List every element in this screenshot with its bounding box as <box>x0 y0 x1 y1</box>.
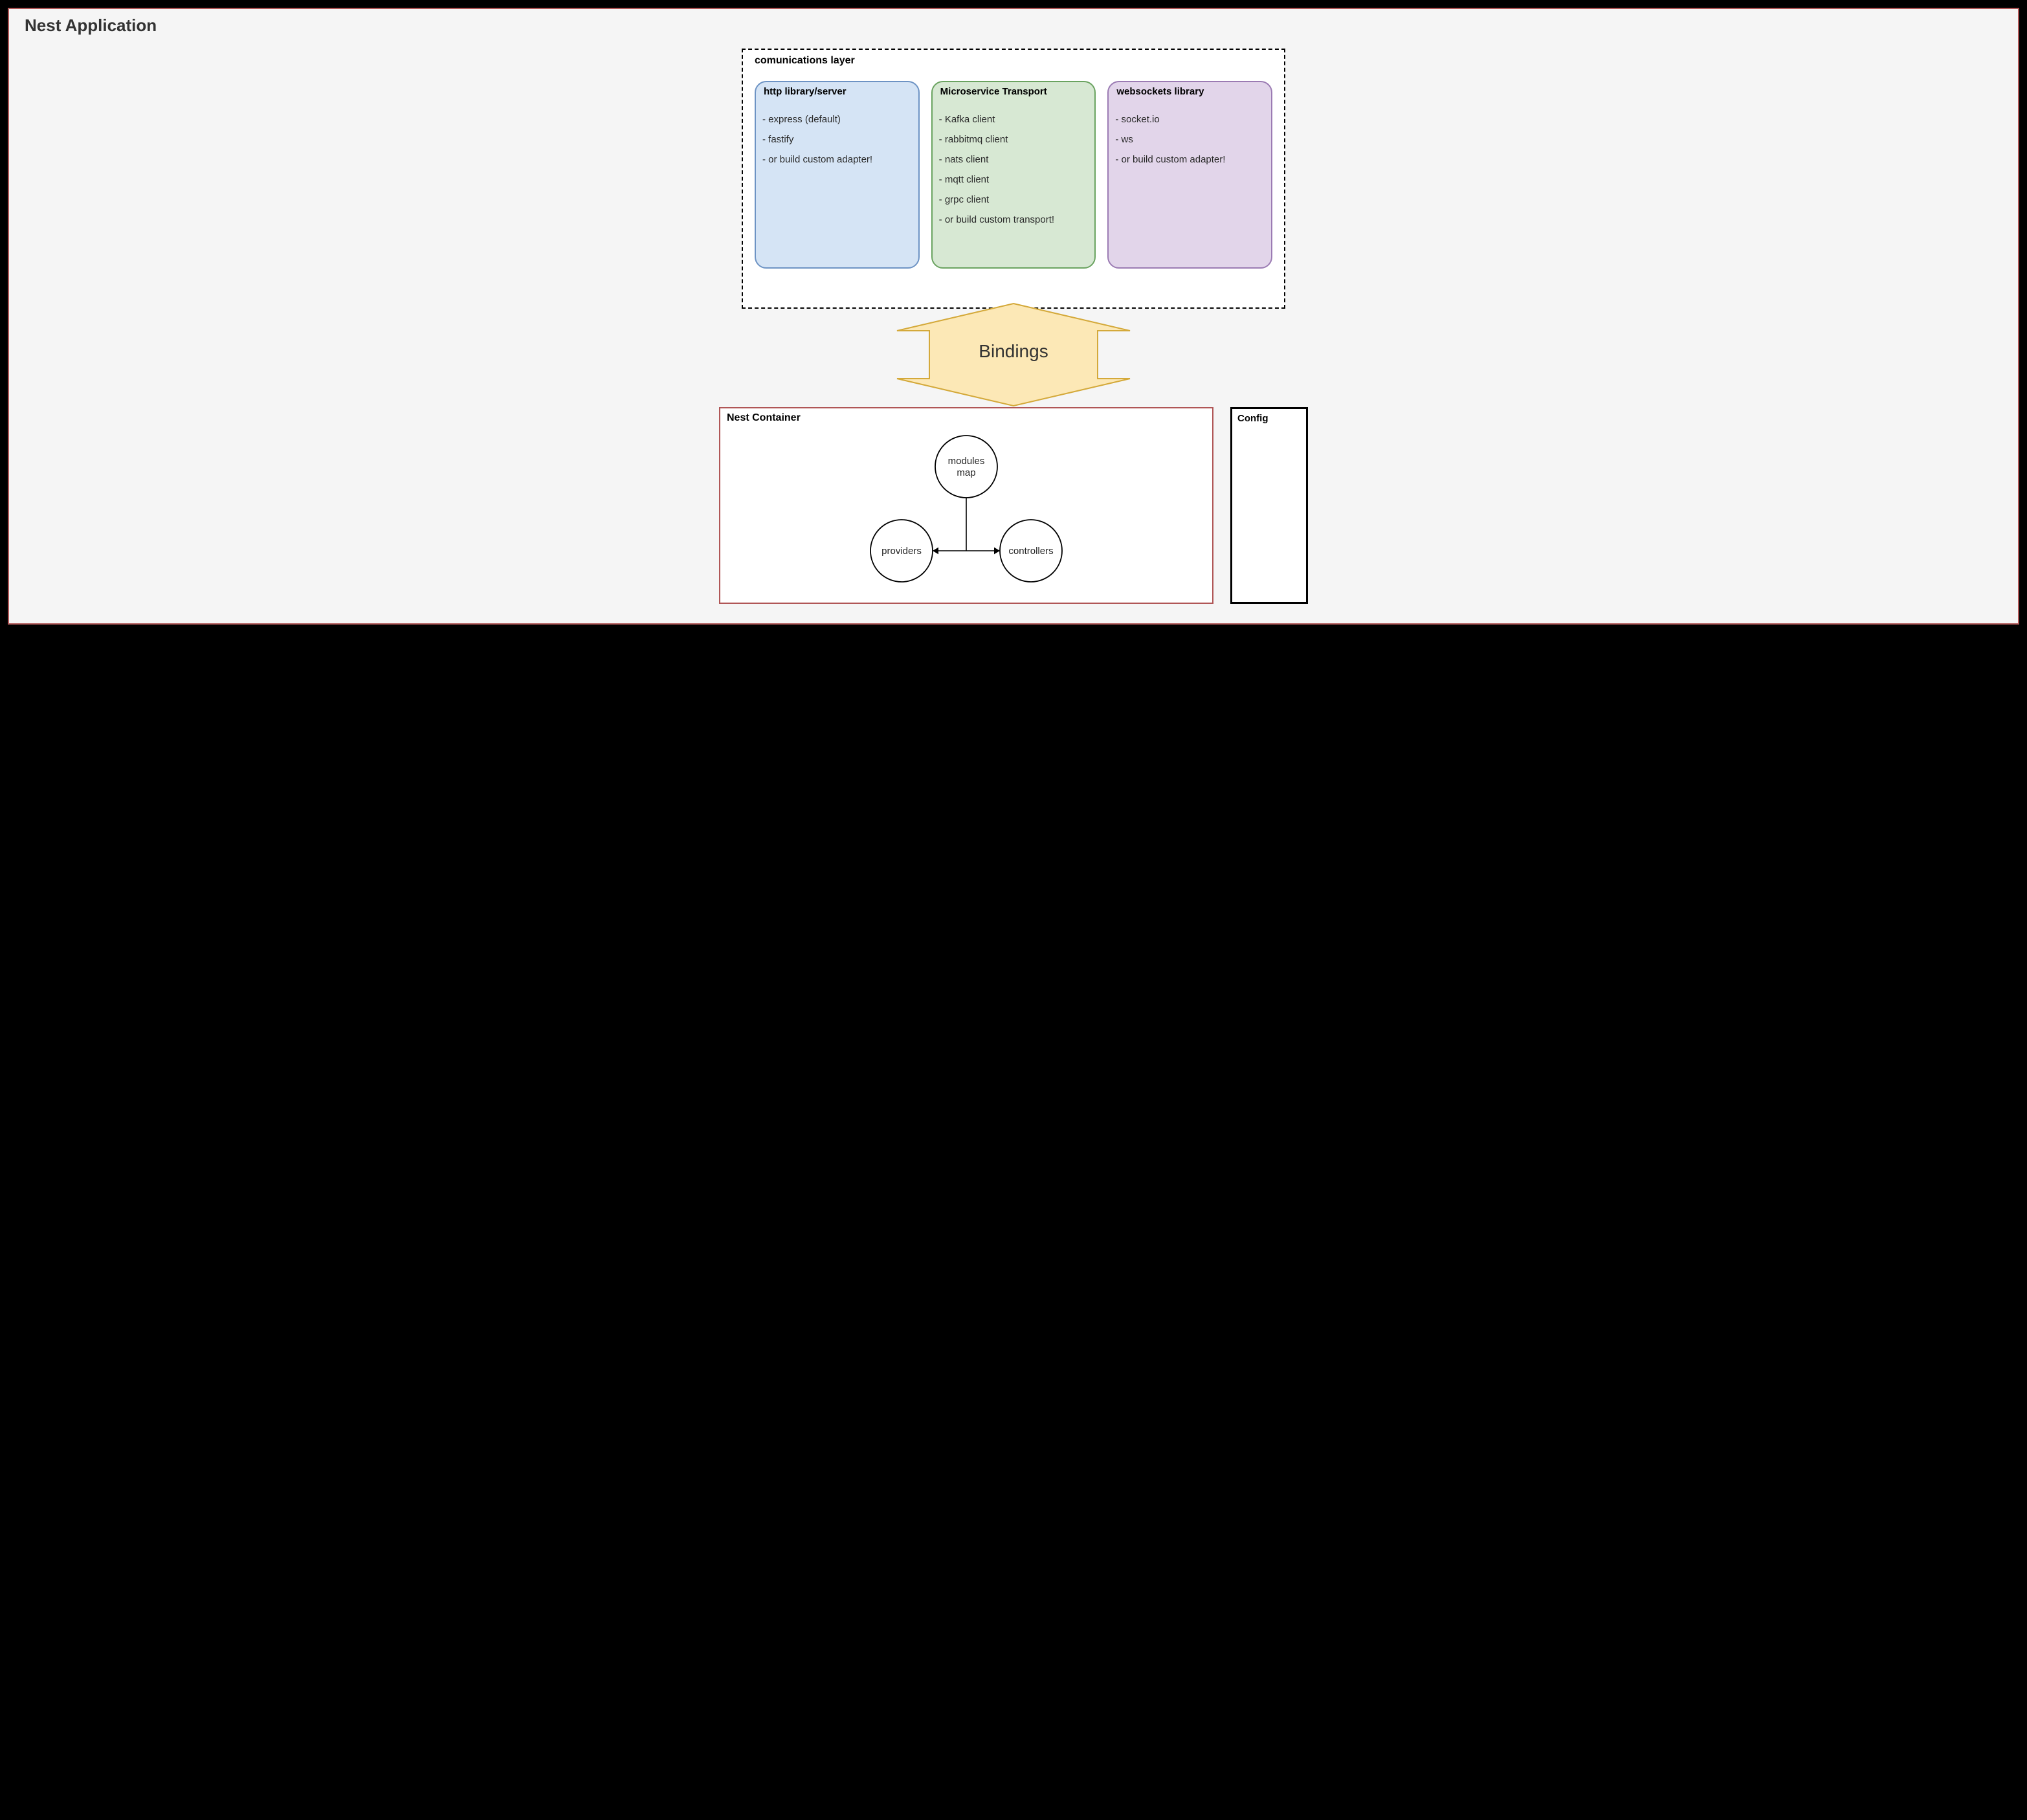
list-item: - ws <box>1115 134 1265 145</box>
svg-text:providers: providers <box>881 546 922 557</box>
config-box: Config <box>1230 407 1308 604</box>
list-item: - nats client <box>939 154 1089 165</box>
card-title: http library/server <box>764 86 912 97</box>
bindings-arrow: Bindings <box>742 300 1285 410</box>
list-item: - mqtt client <box>939 174 1089 185</box>
list-item: - or build custom adapter! <box>762 154 912 165</box>
list-item: - or build custom adapter! <box>1115 154 1265 165</box>
communications-layer: comunications layer http library/server -… <box>742 49 1285 309</box>
cards-row: http library/server- express (default)- … <box>755 81 1272 269</box>
config-title: Config <box>1237 413 1301 424</box>
svg-text:controllers: controllers <box>1008 546 1053 557</box>
svg-text:map: map <box>957 467 975 478</box>
card-list: - socket.io - ws - or build custom adapter… <box>1115 114 1265 165</box>
outer-frame: Nest Application comunications layer htt… <box>0 0 2027 632</box>
card-2: websockets library - socket.io - ws - or bu… <box>1107 81 1272 269</box>
container-graph-icon: modulesmap providers controllers <box>824 428 1109 590</box>
list-item: - express (default) <box>762 114 912 125</box>
bindings-label: Bindings <box>742 341 1285 362</box>
app-frame: Nest Application comunications layer htt… <box>8 8 2019 625</box>
list-item: - socket.io <box>1115 114 1265 125</box>
list-item: - rabbitmq client <box>939 134 1089 145</box>
card-title: Microservice Transport <box>940 86 1089 97</box>
card-0: http library/server- express (default)- … <box>755 81 920 269</box>
bottom-row: Nest Container modulesmap providers contro… <box>719 407 1308 604</box>
nest-container: Nest Container modulesmap providers contro… <box>719 407 1213 604</box>
list-item: - Kafka client <box>939 114 1089 125</box>
app-title: Nest Application <box>25 16 2005 36</box>
svg-text:modules: modules <box>948 456 985 467</box>
list-item: - fastify <box>762 134 912 145</box>
nest-container-title: Nest Container <box>727 412 1206 424</box>
card-list: - express (default) - fastify - or build c… <box>762 114 912 165</box>
card-list: - Kafka client - rabbitmq client - nats cl… <box>939 114 1089 225</box>
card-title: websockets library <box>1116 86 1265 97</box>
list-item: - or build custom transport! <box>939 214 1089 225</box>
card-1: Microservice Transport - Kafka client - ra… <box>931 81 1096 269</box>
communications-layer-title: comunications layer <box>755 55 1272 67</box>
list-item: - grpc client <box>939 194 1089 205</box>
